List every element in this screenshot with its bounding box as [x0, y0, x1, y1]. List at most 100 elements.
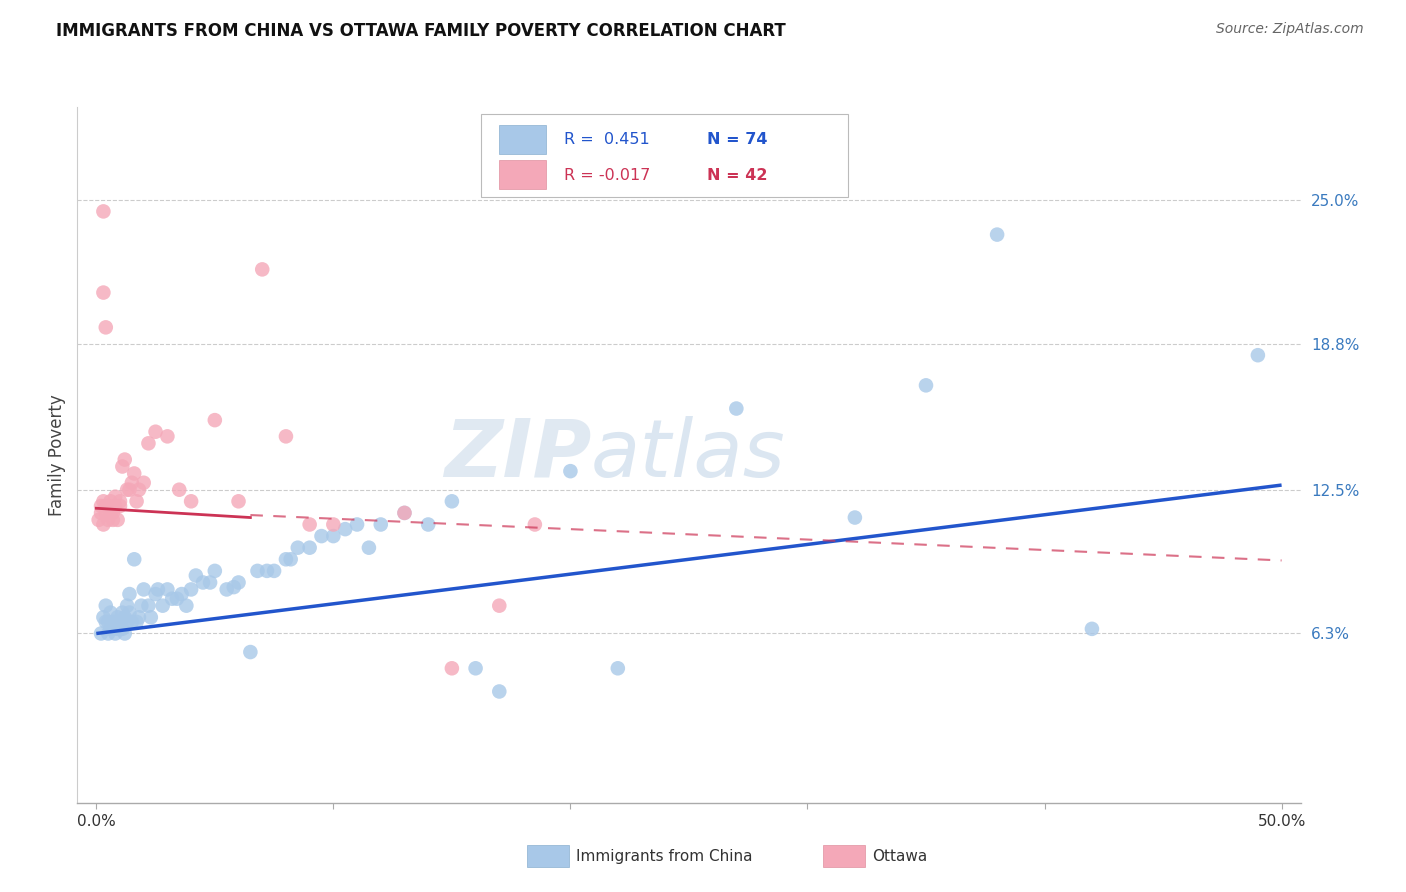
Point [115, 615, 138, 629]
Point [606, 661, 628, 675]
Point [139, 610, 162, 624]
Point [160, 591, 183, 606]
Point [357, 541, 380, 555]
Point [118, 483, 141, 497]
Point [128, 483, 150, 497]
Point [215, 582, 238, 597]
Point [180, 494, 202, 508]
Point [263, 564, 285, 578]
Text: ZIP: ZIP [444, 416, 591, 494]
Point [111, 459, 134, 474]
Point [100, 506, 122, 520]
Point [125, 494, 148, 508]
Point [114, 452, 136, 467]
Text: R = -0.017: R = -0.017 [564, 168, 651, 183]
Point [322, 529, 344, 543]
Point [90, 626, 112, 640]
Point [440, 661, 463, 675]
Point [252, 262, 274, 277]
Point [93, 204, 115, 219]
Point [464, 661, 486, 675]
Text: R =  0.451: R = 0.451 [564, 132, 650, 147]
Point [114, 626, 136, 640]
Bar [499, 125, 546, 154]
Point [145, 587, 167, 601]
Point [204, 413, 226, 427]
Point [114, 610, 136, 624]
Point [90, 506, 112, 520]
Point [125, 615, 148, 629]
Point [370, 517, 392, 532]
Point [115, 599, 138, 613]
Point [335, 522, 357, 536]
Point [97, 626, 120, 640]
Point [121, 615, 143, 629]
Point [104, 490, 127, 504]
Point [108, 622, 131, 636]
Point [101, 622, 124, 636]
Point [146, 582, 169, 597]
Point [131, 599, 153, 613]
Point [560, 464, 582, 478]
Point [156, 429, 179, 443]
Point [97, 513, 120, 527]
Point [94, 615, 117, 629]
Point [128, 610, 150, 624]
Point [111, 606, 134, 620]
Point [132, 475, 155, 490]
Point [97, 615, 120, 629]
Text: N = 42: N = 42 [707, 168, 768, 183]
Point [101, 513, 124, 527]
Point [118, 606, 141, 620]
Point [246, 564, 269, 578]
Point [440, 494, 463, 508]
Point [108, 494, 131, 508]
Point [915, 378, 938, 392]
Point [145, 425, 167, 439]
Point [93, 517, 115, 532]
Point [115, 483, 138, 497]
Point [169, 483, 191, 497]
Point [239, 645, 262, 659]
Point [101, 506, 124, 520]
Point [87, 513, 110, 527]
Point [93, 494, 115, 508]
Point [488, 599, 510, 613]
Point [191, 575, 214, 590]
Point [523, 517, 546, 532]
Point [122, 552, 145, 566]
Point [108, 615, 131, 629]
Point [322, 517, 344, 532]
Point [488, 684, 510, 698]
Text: Source: ZipAtlas.com: Source: ZipAtlas.com [1216, 22, 1364, 37]
Point [107, 513, 129, 527]
Point [152, 599, 174, 613]
Point [121, 475, 143, 490]
Point [90, 499, 112, 513]
Text: N = 74: N = 74 [707, 132, 768, 147]
FancyBboxPatch shape [481, 114, 848, 197]
Bar [499, 160, 546, 189]
Point [725, 401, 748, 416]
Text: atlas: atlas [591, 416, 786, 494]
Point [94, 320, 117, 334]
Point [298, 517, 321, 532]
Point [844, 510, 866, 524]
Point [1247, 348, 1270, 362]
Point [256, 564, 278, 578]
Point [118, 587, 141, 601]
Point [180, 582, 202, 597]
Point [104, 499, 127, 513]
Point [394, 506, 416, 520]
Point [107, 610, 129, 624]
Point [170, 587, 193, 601]
Point [198, 575, 221, 590]
Point [122, 467, 145, 481]
Point [138, 599, 160, 613]
Point [274, 552, 297, 566]
Point [104, 626, 127, 640]
Point [100, 494, 122, 508]
Point [93, 610, 115, 624]
Point [97, 499, 120, 513]
Point [93, 285, 115, 300]
